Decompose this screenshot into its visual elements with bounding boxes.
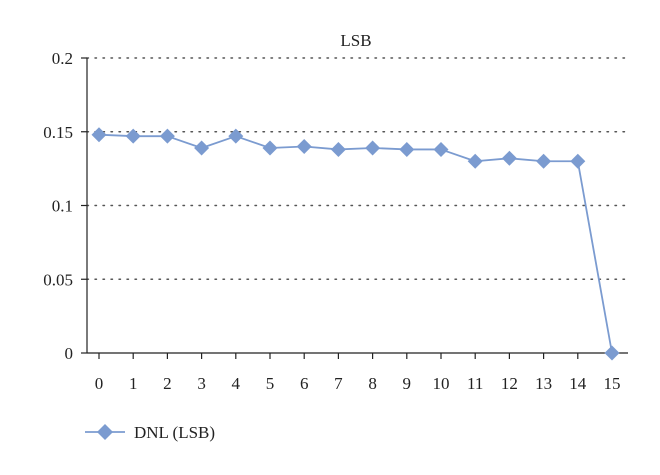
data-point-diamond: [125, 128, 141, 144]
x-tick-label: 10: [433, 374, 450, 393]
data-point-diamond: [91, 127, 107, 143]
y-tick-label: 0.15: [43, 123, 73, 142]
data-point-diamond: [228, 128, 244, 144]
data-point-diamond: [604, 345, 620, 361]
data-point-diamond: [296, 139, 312, 154]
y-tick-label: 0: [65, 344, 74, 363]
gridlines: [86, 57, 629, 280]
y-tick-label: 0.2: [52, 49, 73, 68]
x-tick-label: 7: [334, 374, 343, 393]
data-point-diamond: [570, 153, 586, 169]
x-tick-label: 1: [129, 374, 138, 393]
data-point-diamond: [194, 140, 210, 156]
x-tick-label: 4: [232, 374, 241, 393]
y-tick-label: 0.05: [43, 270, 73, 289]
data-point-diamond: [433, 141, 449, 157]
legend: DNL (LSB): [85, 423, 215, 442]
y-tick-label: 0.1: [52, 197, 73, 216]
series-dnl: [91, 127, 620, 361]
x-tick-label: 9: [403, 374, 412, 393]
legend-label: DNL (LSB): [134, 423, 215, 442]
data-point-diamond: [262, 140, 278, 156]
x-tick-labels: 0 1 2 3 4 5 6 7 8 9 10 11 12 13 14 15: [95, 353, 621, 393]
x-tick-label: 6: [300, 374, 309, 393]
x-tick-label: 11: [467, 374, 483, 393]
x-tick-label: 12: [501, 374, 518, 393]
data-point-diamond: [536, 153, 552, 169]
x-tick-label: 13: [535, 374, 552, 393]
x-tick-label: 14: [569, 374, 587, 393]
data-point-diamond: [467, 153, 483, 169]
data-point-diamond: [330, 141, 346, 157]
data-point-diamond: [159, 128, 175, 144]
x-tick-label: 8: [368, 374, 377, 393]
legend-diamond-marker: [97, 424, 113, 440]
data-point-diamond: [399, 141, 415, 157]
data-point-diamond: [501, 150, 517, 166]
chart-title: LSB: [340, 31, 371, 50]
series-line: [98, 133, 613, 354]
x-tick-label: 5: [266, 374, 275, 393]
x-tick-label: 15: [604, 374, 621, 393]
y-tick-labels: 0.2 0.15 0.1 0.05 0: [43, 49, 87, 363]
x-tick-label: 2: [163, 374, 172, 393]
x-tick-label: 3: [197, 374, 206, 393]
data-point-diamond: [365, 140, 381, 156]
x-tick-label: 0: [95, 374, 104, 393]
